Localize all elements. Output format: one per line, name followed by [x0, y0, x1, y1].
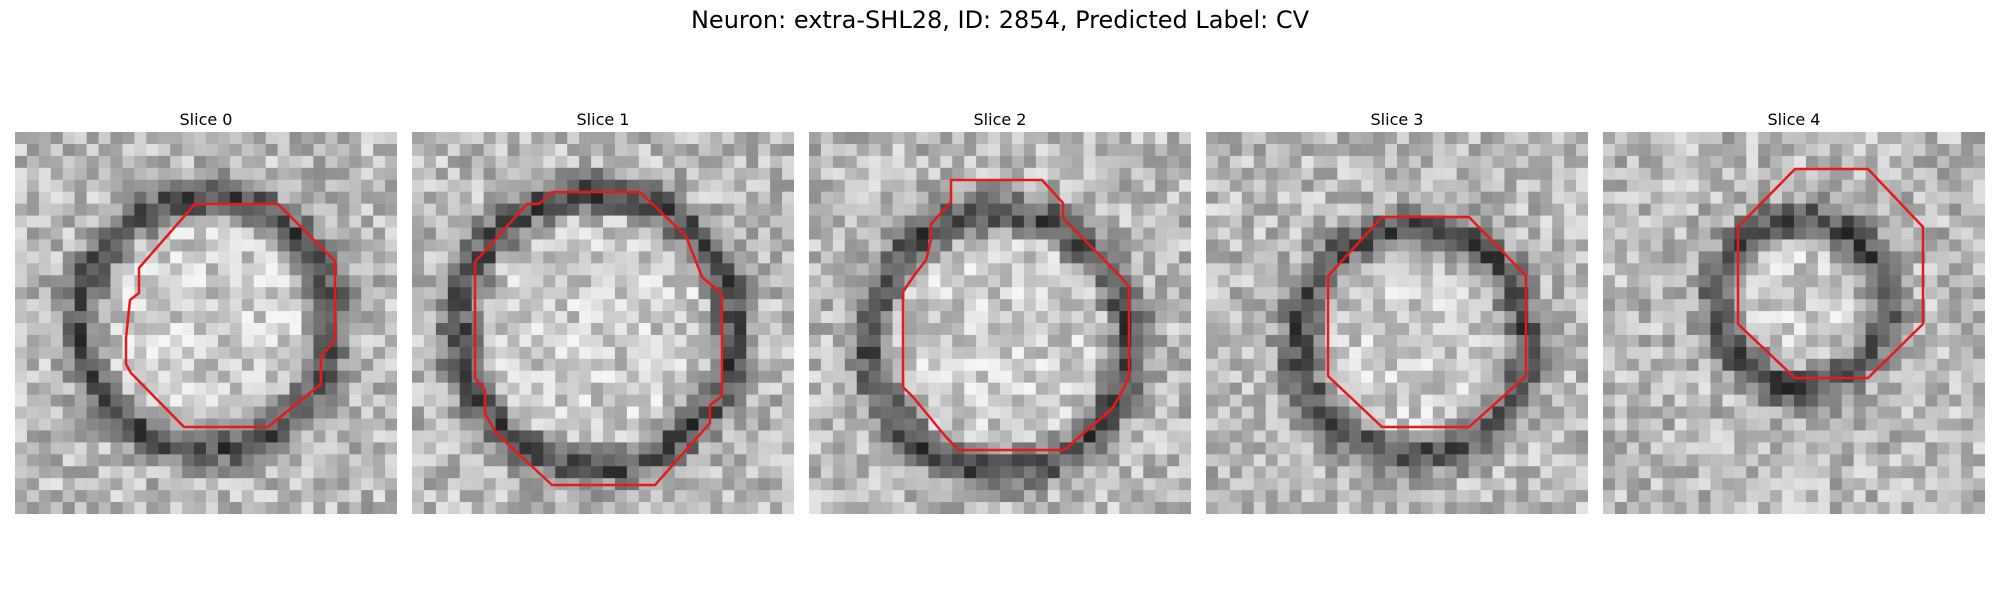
slice-panel-1: Slice 1 [412, 108, 794, 514]
segmentation-contour-1 [473, 190, 724, 487]
slice-image-4 [1603, 132, 1985, 514]
slice-image-2 [809, 132, 1191, 514]
slice-title-2: Slice 2 [973, 110, 1027, 129]
grayscale-pixels-4 [1603, 132, 1985, 514]
grayscale-pixels-3 [1206, 132, 1588, 514]
segmentation-contour-3 [1326, 215, 1528, 429]
slice-panel-2: Slice 2 [809, 108, 1191, 514]
slice-panel-3: Slice 3 [1206, 108, 1588, 514]
slice-title-0: Slice 0 [179, 110, 233, 129]
segmentation-contour-4 [1736, 167, 1925, 380]
grayscale-pixels-1 [412, 132, 794, 514]
slice-image-1 [412, 132, 794, 514]
figure-title: Neuron: extra-SHL28, ID: 2854, Predicted… [690, 6, 1310, 34]
slice-image-3 [1206, 132, 1588, 514]
slice-title-1: Slice 1 [576, 110, 630, 129]
slice-title-3: Slice 3 [1370, 110, 1424, 129]
grayscale-pixels-2 [809, 132, 1191, 514]
segmentation-contour-0 [124, 202, 337, 429]
slice-title-4: Slice 4 [1767, 110, 1821, 129]
slice-image-0 [15, 132, 397, 514]
slice-panel-4: Slice 4 [1603, 108, 1985, 514]
slice-panel-0: Slice 0 [15, 108, 397, 514]
grayscale-pixels-0 [15, 132, 397, 514]
segmentation-contour-2 [901, 178, 1131, 452]
